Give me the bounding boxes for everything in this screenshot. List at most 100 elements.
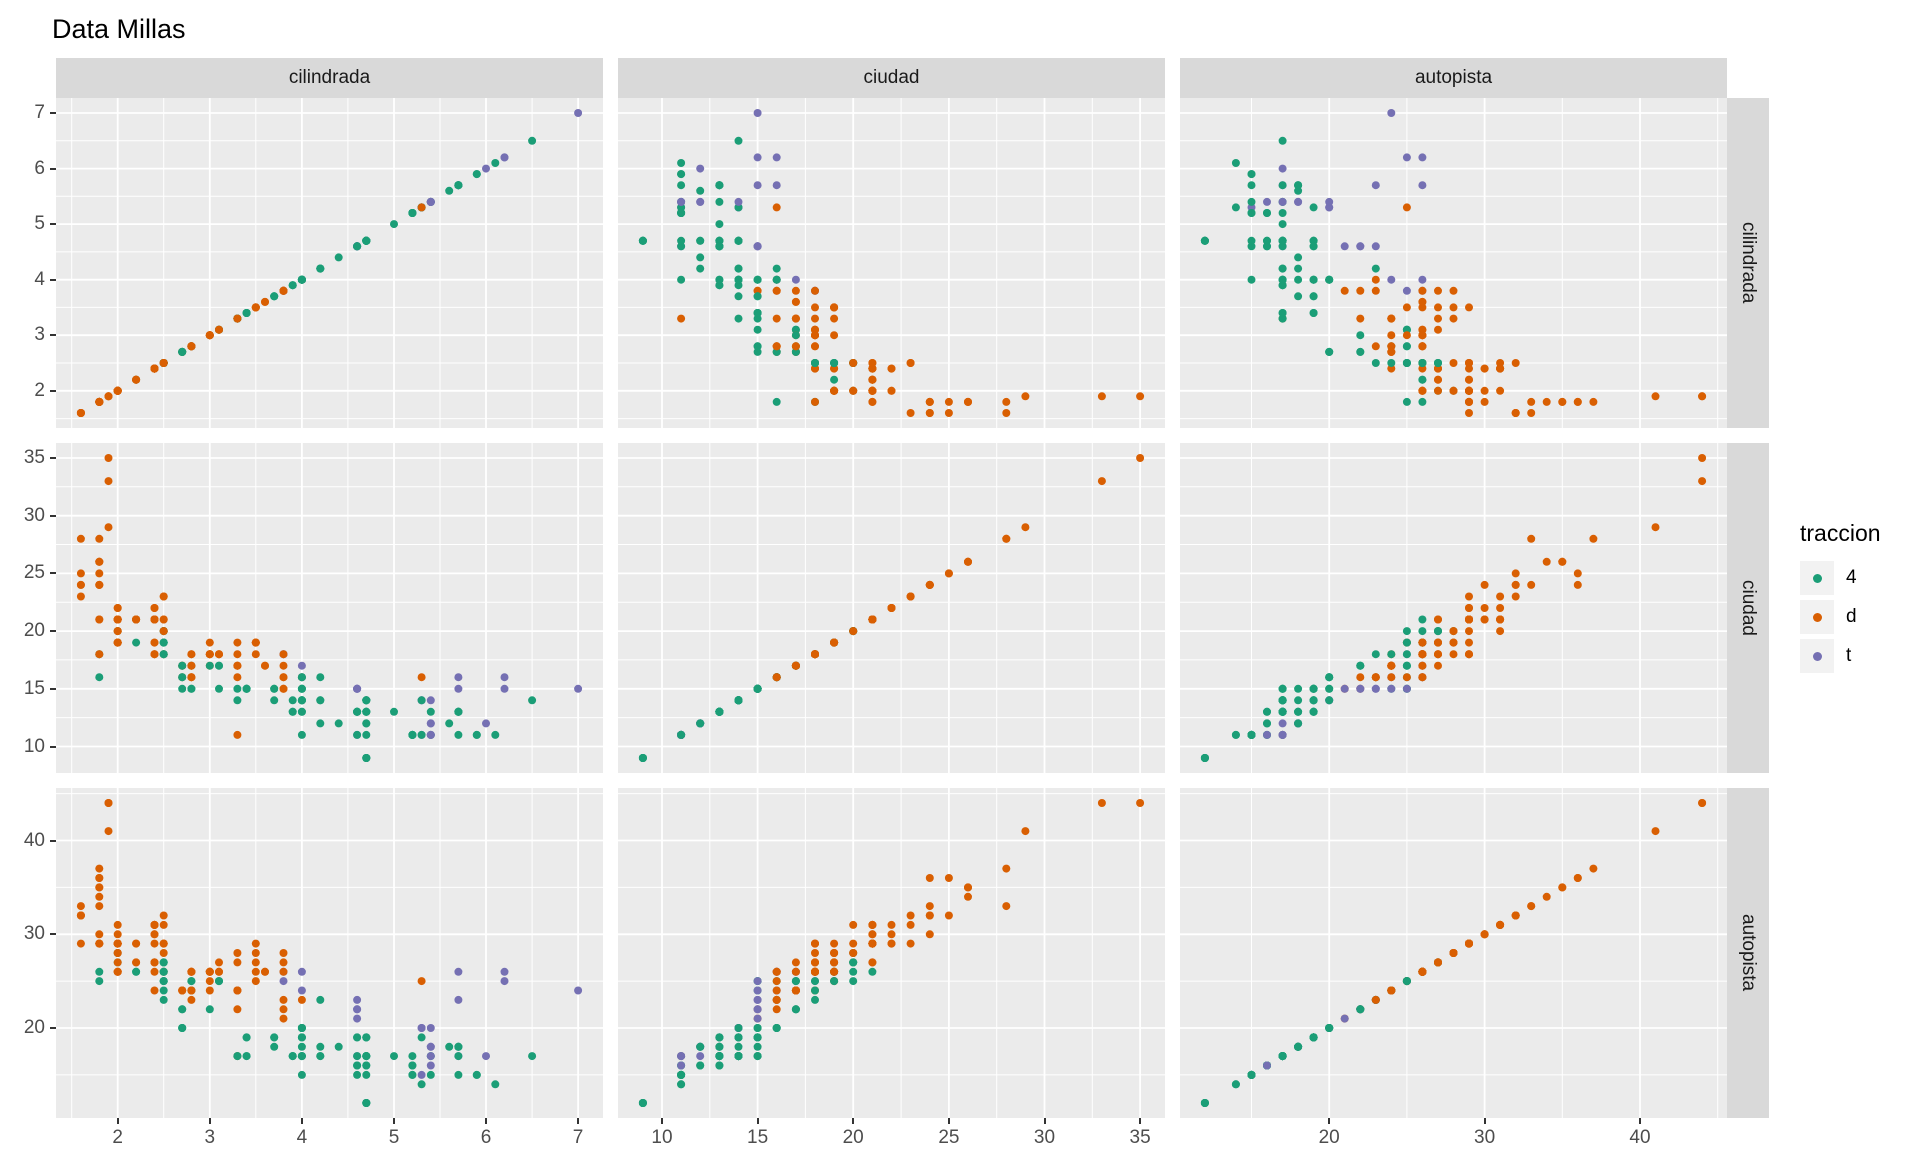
axis-tick-label: 4 <box>296 1127 308 1148</box>
axis-tick-label: 6 <box>34 157 45 179</box>
axis-tick-label: 3 <box>34 324 45 346</box>
axis-tick-mark <box>661 1118 663 1124</box>
chart-title: Data Millas <box>52 14 186 44</box>
axis-tick-label: 20 <box>842 1127 864 1148</box>
axis-tick-mark <box>50 687 56 690</box>
legend-item-label: 4 <box>1846 567 1857 589</box>
facet-panel <box>1180 788 1727 1118</box>
y-axis-ticks: 2 3 4 5 6 7 <box>10 98 56 428</box>
axis-tick-mark <box>756 1118 759 1124</box>
legend: traccion 4 d t <box>1800 520 1881 678</box>
axis-tick-mark <box>50 223 56 226</box>
legend-item-label: d <box>1846 606 1857 628</box>
axis-tick-mark <box>50 745 56 748</box>
scatter-panel-svg <box>618 98 1165 428</box>
legend-item: t <box>1800 639 1881 674</box>
axis-tick-label: 20 <box>1318 1127 1340 1148</box>
axis-tick-mark <box>852 1118 855 1124</box>
axis-tick-label: 30 <box>23 504 45 526</box>
x-axis-ticks: 20 30 40 <box>1180 1118 1727 1152</box>
axis-tick-label: 2 <box>34 379 45 401</box>
point-swatch-icon <box>1812 651 1822 661</box>
scatter-panel-svg <box>1180 443 1727 773</box>
axis-tick-label: 5 <box>388 1127 400 1148</box>
legend-key <box>1800 600 1834 635</box>
axis-tick-label: 35 <box>1129 1127 1151 1148</box>
axis-tick-mark <box>1328 1118 1331 1124</box>
row-strip-cilindrada: cilindrada <box>1727 98 1769 428</box>
axis-tick-label: 35 <box>23 447 45 468</box>
legend-item: d <box>1800 600 1881 635</box>
axis-tick-label: 30 <box>1033 1127 1056 1148</box>
axis-tick-label: 10 <box>23 735 45 757</box>
axis-tick-mark <box>1139 1118 1142 1124</box>
axis-tick-mark <box>50 457 56 459</box>
legend-item: 4 <box>1800 561 1881 596</box>
axis-tick-label: 4 <box>34 268 45 290</box>
facet-panel <box>1180 443 1727 773</box>
axis-tick-label: 25 <box>23 562 45 584</box>
x-axis-ticks: 10 15 20 25 30 35 <box>618 1118 1165 1152</box>
axis-tick-label: 30 <box>23 923 45 945</box>
legend-key <box>1800 639 1834 674</box>
axis-tick-label: 30 <box>1474 1127 1496 1148</box>
axis-tick-mark <box>50 933 56 936</box>
axis-tick-mark <box>50 630 56 633</box>
scatter-panel-svg <box>618 443 1165 773</box>
col-strip-autopista: autopista <box>1180 58 1727 98</box>
legend-key <box>1800 561 1834 596</box>
axis-tick-mark <box>50 334 56 337</box>
axis-tick-mark <box>1483 1118 1486 1124</box>
axis-tick-label: 25 <box>938 1127 960 1148</box>
axis-tick-mark <box>50 1027 56 1029</box>
axis-tick-mark <box>208 1118 211 1124</box>
facet-panel <box>56 788 603 1118</box>
axis-tick-mark <box>50 514 56 517</box>
axis-tick-mark <box>1043 1118 1046 1124</box>
facet-panel <box>56 443 603 773</box>
scatter-panel-svg <box>1180 788 1727 1118</box>
facet-panel <box>1180 98 1727 428</box>
axis-tick-mark <box>577 1118 580 1124</box>
axis-tick-mark <box>50 839 56 842</box>
corner-spacer <box>10 58 56 98</box>
axis-tick-label: 40 <box>23 829 45 851</box>
x-axis-ticks: 2 3 4 5 6 7 <box>56 1118 603 1152</box>
axis-tick-mark <box>300 1118 303 1124</box>
legend-title: traccion <box>1800 520 1881 547</box>
axis-tick-mark <box>50 167 56 170</box>
axis-tick-label: 20 <box>23 1017 45 1038</box>
axis-tick-label: 10 <box>651 1127 673 1148</box>
axis-tick-label: 6 <box>480 1127 492 1148</box>
y-axis-ticks: 10 15 20 25 30 35 <box>10 443 56 773</box>
scatter-panel-svg <box>56 98 603 428</box>
axis-tick-label: 7 <box>572 1127 584 1148</box>
row-strip-ciudad: ciudad <box>1727 443 1769 773</box>
axis-tick-mark <box>393 1118 395 1124</box>
facet-panel <box>618 443 1165 773</box>
axis-tick-mark <box>50 389 56 392</box>
y-axis-ticks: 20 30 40 <box>10 788 56 1118</box>
axis-tick-mark <box>116 1118 119 1124</box>
facet-panel <box>56 98 603 428</box>
axis-tick-mark <box>1639 1118 1641 1124</box>
axis-tick-label: 15 <box>23 677 45 699</box>
legend-item-label: t <box>1846 645 1852 667</box>
axis-tick-mark <box>947 1118 950 1124</box>
axis-tick-label: 3 <box>204 1127 216 1148</box>
col-strip-ciudad: ciudad <box>618 58 1165 98</box>
axis-tick-mark <box>50 572 56 575</box>
scatter-panel-svg <box>618 788 1165 1118</box>
axis-tick-label: 5 <box>34 213 45 235</box>
point-swatch-icon <box>1812 573 1822 583</box>
axis-tick-label: 15 <box>747 1127 769 1148</box>
point-swatch-icon <box>1812 612 1822 622</box>
scatter-panel-svg <box>56 443 603 773</box>
axis-tick-label: 2 <box>112 1127 123 1148</box>
axis-tick-label: 40 <box>1629 1127 1651 1148</box>
scatter-panel-svg <box>1180 98 1727 428</box>
axis-tick-mark <box>50 112 56 114</box>
row-strip-autopista: autopista <box>1727 788 1769 1118</box>
facet-panel <box>618 98 1165 428</box>
